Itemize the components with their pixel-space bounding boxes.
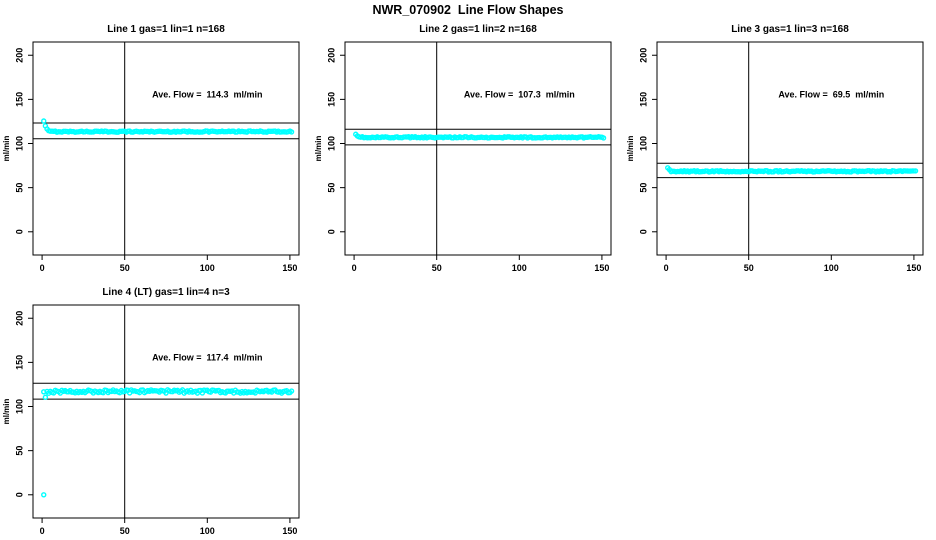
axis-ticks: 0 50 100 150 200 0 50 100 150 bbox=[14, 48, 297, 273]
axis-ticks: 0 50 100 150 200 0 50 100 150 bbox=[14, 311, 297, 536]
reference-lines bbox=[33, 305, 299, 518]
plot-box bbox=[32, 41, 300, 256]
x-tick-label: 150 bbox=[906, 263, 921, 273]
reference-lines bbox=[345, 42, 611, 255]
subplot-line-2: Line 2 gas=1 lin=2 n=168 0 50 100 150 200 0 50 1… bbox=[314, 24, 612, 273]
data-points bbox=[41, 387, 295, 498]
x-tick-label: 100 bbox=[824, 263, 839, 273]
x-tick-label: 50 bbox=[120, 526, 130, 536]
x-tick-label: 0 bbox=[40, 526, 45, 536]
y-tick-label: 200 bbox=[638, 48, 648, 63]
axis-ticks: 0 50 100 150 200 0 50 100 150 bbox=[638, 48, 921, 273]
ave-flow-annotation: Ave. Flow = 69.5 ml/min bbox=[778, 90, 884, 100]
data-point bbox=[41, 118, 47, 124]
y-axis-label: ml/min bbox=[2, 398, 11, 424]
x-tick-label: 0 bbox=[352, 263, 357, 273]
subplot-title: Line 4 (LT) gas=1 lin=4 n=3 bbox=[102, 287, 230, 298]
y-tick-label: 200 bbox=[14, 311, 24, 326]
data-point bbox=[912, 168, 919, 174]
ave-flow-annotation: Ave. Flow = 107.3 ml/min bbox=[464, 90, 575, 100]
x-tick-label: 100 bbox=[512, 263, 527, 273]
y-tick-label: 200 bbox=[326, 48, 336, 63]
x-tick-label: 100 bbox=[200, 263, 215, 273]
x-tick-label: 0 bbox=[664, 263, 669, 273]
y-tick-label: 100 bbox=[638, 136, 648, 151]
plot-box bbox=[656, 41, 924, 256]
ave-flow-annotation: Ave. Flow = 114.3 ml/min bbox=[152, 90, 262, 100]
data-point bbox=[600, 135, 607, 141]
y-axis-label: ml/min bbox=[314, 135, 323, 161]
y-tick-label: 50 bbox=[326, 183, 336, 193]
y-tick-label: 50 bbox=[638, 183, 648, 193]
subplot-title: Line 2 gas=1 lin=2 n=168 bbox=[419, 24, 537, 35]
y-tick-label: 150 bbox=[14, 355, 24, 370]
data-points bbox=[353, 131, 607, 141]
y-tick-label: 0 bbox=[326, 229, 336, 234]
y-tick-label: 150 bbox=[326, 92, 336, 107]
subplot-title: Line 3 gas=1 lin=3 n=168 bbox=[731, 24, 849, 35]
y-axis-label: ml/min bbox=[2, 135, 11, 161]
reference-lines bbox=[33, 42, 299, 255]
x-tick-label: 0 bbox=[40, 263, 45, 273]
y-tick-label: 0 bbox=[14, 492, 24, 497]
axis-ticks: 0 50 100 150 200 0 50 100 150 bbox=[326, 48, 609, 273]
subplot-line-4: Line 4 (LT) gas=1 lin=4 n=30501001502000… bbox=[2, 287, 300, 536]
data-point bbox=[288, 129, 295, 135]
x-tick-label: 150 bbox=[282, 263, 297, 273]
y-tick-label: 100 bbox=[326, 136, 336, 151]
y-tick-label: 0 bbox=[638, 229, 648, 234]
x-tick-label: 50 bbox=[744, 263, 754, 273]
data-points bbox=[665, 165, 919, 175]
y-axis-label: ml/min bbox=[626, 135, 635, 161]
y-tick-label: 50 bbox=[14, 446, 24, 456]
outlier-point bbox=[41, 492, 47, 498]
ave-flow-annotation: Ave. Flow = 117.4 ml/min bbox=[152, 353, 262, 363]
x-tick-label: 150 bbox=[594, 263, 609, 273]
data-points bbox=[41, 118, 295, 135]
y-tick-label: 150 bbox=[638, 92, 648, 107]
y-tick-label: 100 bbox=[14, 136, 24, 151]
plot-box bbox=[344, 41, 612, 256]
data-point bbox=[42, 394, 49, 400]
y-tick-label: 100 bbox=[14, 399, 24, 414]
x-tick-label: 50 bbox=[120, 263, 130, 273]
x-tick-label: 100 bbox=[200, 526, 215, 536]
y-tick-label: 50 bbox=[14, 183, 24, 193]
reference-lines bbox=[657, 42, 923, 255]
subplot-title: Line 1 gas=1 lin=1 n=168 bbox=[107, 24, 225, 35]
figure-title: NWR_070902 Line Flow Shapes bbox=[372, 3, 564, 17]
x-tick-label: 50 bbox=[432, 263, 442, 273]
subplot-line-1: Line 1 gas=1 lin=1 n=168 0 50 100 150 200 0 50 1… bbox=[2, 24, 300, 273]
plot-box bbox=[32, 304, 300, 519]
subplot-line-3: Line 3 gas=1 lin=3 n=168 0 50 100 150 200 0 50 1… bbox=[626, 24, 924, 273]
y-tick-label: 0 bbox=[14, 229, 24, 234]
y-tick-label: 150 bbox=[14, 92, 24, 107]
y-tick-label: 200 bbox=[14, 48, 24, 63]
x-tick-label: 150 bbox=[282, 526, 297, 536]
data-point bbox=[288, 388, 295, 394]
